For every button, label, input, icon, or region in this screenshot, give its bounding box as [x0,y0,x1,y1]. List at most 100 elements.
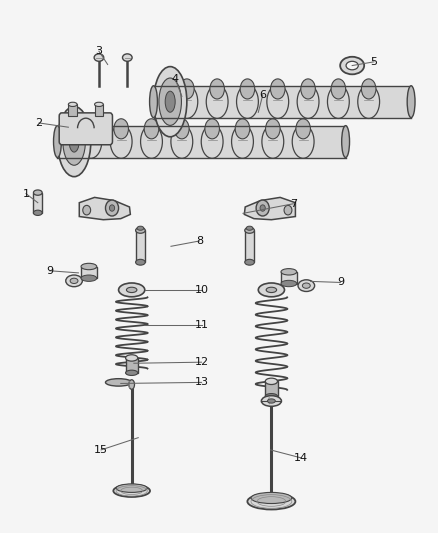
Bar [57,126,346,158]
Ellipse shape [84,119,98,139]
Ellipse shape [271,79,285,99]
Ellipse shape [126,370,138,375]
Text: 13: 13 [194,377,208,387]
Bar [68,104,77,116]
Ellipse shape [57,107,91,176]
Ellipse shape [144,119,159,139]
Ellipse shape [205,119,219,139]
Text: 9: 9 [337,278,344,287]
Ellipse shape [66,275,82,287]
Ellipse shape [210,79,224,99]
Ellipse shape [70,278,78,284]
Circle shape [260,205,265,211]
Text: 1: 1 [22,189,29,199]
Ellipse shape [81,275,97,281]
Text: 3: 3 [95,46,102,56]
Text: 8: 8 [196,236,203,246]
Ellipse shape [292,125,314,158]
Ellipse shape [129,379,134,389]
Ellipse shape [171,125,193,158]
Circle shape [106,200,119,216]
Ellipse shape [165,91,175,112]
Bar [33,192,42,213]
Ellipse shape [296,119,311,139]
Bar [95,104,103,116]
Ellipse shape [342,126,350,158]
Ellipse shape [281,280,297,287]
Ellipse shape [301,79,315,99]
Text: 4: 4 [172,75,179,84]
Ellipse shape [240,79,255,99]
Ellipse shape [246,226,253,230]
Bar [126,358,138,373]
Circle shape [256,200,269,216]
Ellipse shape [33,190,42,195]
Ellipse shape [116,484,147,492]
Ellipse shape [106,378,132,386]
Bar [245,230,254,262]
Ellipse shape [302,283,310,288]
Ellipse shape [80,125,102,158]
Ellipse shape [261,395,282,406]
Text: 14: 14 [294,453,308,463]
Text: 5: 5 [371,57,378,67]
Ellipse shape [114,119,128,139]
Ellipse shape [265,393,278,399]
Ellipse shape [346,61,358,70]
Ellipse shape [262,125,284,158]
Circle shape [110,205,115,211]
Bar [281,272,297,284]
Ellipse shape [94,54,104,61]
Text: 7: 7 [290,199,297,209]
Ellipse shape [268,399,276,403]
Text: 2: 2 [35,118,42,128]
Ellipse shape [68,102,77,107]
Ellipse shape [297,85,319,118]
Ellipse shape [232,125,254,158]
Ellipse shape [265,378,278,384]
Ellipse shape [174,119,189,139]
Polygon shape [244,197,295,220]
Ellipse shape [328,85,349,118]
Ellipse shape [268,395,274,405]
Ellipse shape [361,79,376,99]
Polygon shape [79,197,131,220]
Ellipse shape [110,125,132,158]
Ellipse shape [33,210,42,215]
Ellipse shape [237,85,258,118]
Ellipse shape [340,57,364,74]
Ellipse shape [407,86,415,118]
Ellipse shape [81,263,97,270]
Ellipse shape [176,85,198,118]
Bar [136,230,145,262]
Ellipse shape [180,79,194,99]
Ellipse shape [69,131,79,152]
Text: 9: 9 [46,266,53,276]
Ellipse shape [127,287,137,293]
Ellipse shape [247,494,295,510]
Ellipse shape [201,125,223,158]
Text: 11: 11 [194,320,208,330]
Ellipse shape [284,205,292,215]
Ellipse shape [53,126,61,158]
Bar [153,86,411,118]
Ellipse shape [63,118,85,165]
Ellipse shape [258,283,285,297]
Ellipse shape [83,205,91,215]
Ellipse shape [95,102,103,107]
Ellipse shape [126,355,138,361]
Ellipse shape [251,492,292,504]
FancyBboxPatch shape [59,113,113,145]
Ellipse shape [265,119,280,139]
Text: 12: 12 [194,357,208,367]
Ellipse shape [137,226,144,230]
Bar [265,381,278,396]
Ellipse shape [266,287,277,293]
Ellipse shape [245,260,254,265]
Ellipse shape [245,228,254,233]
Ellipse shape [136,260,145,265]
Ellipse shape [150,86,157,118]
Text: 15: 15 [94,445,108,455]
Ellipse shape [267,85,289,118]
Ellipse shape [235,119,250,139]
